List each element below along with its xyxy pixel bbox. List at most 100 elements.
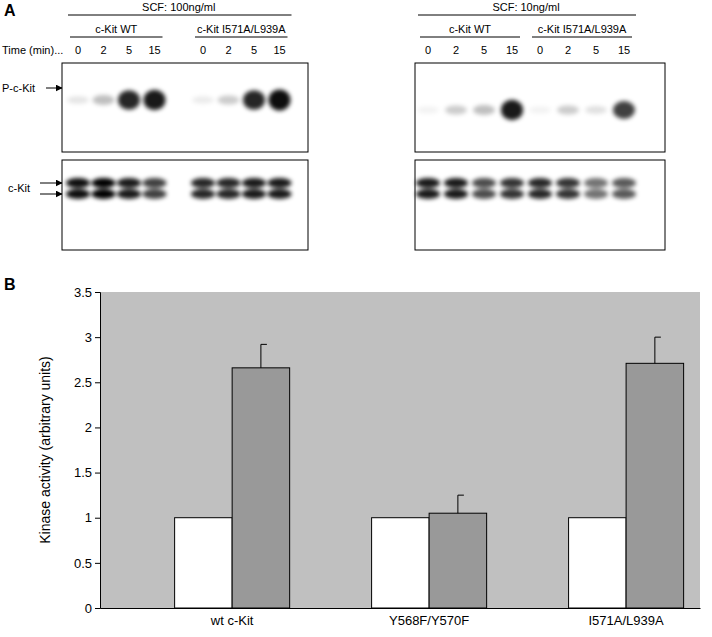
- y-tick-label: 2: [85, 420, 92, 435]
- p-kit-band: [218, 95, 240, 104]
- lane-label: 5: [251, 44, 257, 56]
- bars: [175, 337, 684, 608]
- y-tick: 1.5: [74, 465, 100, 480]
- kit-band: [66, 178, 90, 188]
- p-kit-band: [417, 107, 439, 114]
- error-bar: [655, 337, 661, 363]
- p-kit-label: P-c-Kit: [2, 82, 35, 94]
- y-tick-mark: [95, 473, 100, 474]
- bracket: [195, 37, 288, 38]
- lane-label: 5: [126, 44, 132, 56]
- kit-band: [66, 189, 90, 199]
- panel-b: B 0 0.5 1 1.5 2 2.5 3 3.5 wt c-KitY568F/Y570FI571…: [4, 276, 701, 628]
- kit-band: [416, 189, 440, 199]
- lane-label: 0: [75, 44, 81, 56]
- kit-band: [268, 189, 292, 199]
- lane-label: 15: [148, 44, 160, 56]
- lane-label: 5: [593, 44, 599, 56]
- bracket: [420, 37, 520, 38]
- kit-band: [191, 178, 215, 188]
- kit-band: [268, 178, 292, 188]
- p-kit-band: [67, 96, 89, 104]
- kit-band: [472, 178, 496, 188]
- x-tick-label: wt c-Kit: [210, 613, 254, 628]
- kit-label: c-Kit: [8, 182, 30, 194]
- y-tick-label: 0: [85, 601, 92, 616]
- error-cap: [655, 337, 661, 338]
- p-kit-band: [557, 105, 579, 114]
- kit-band: [92, 178, 116, 188]
- p-kit-band: [93, 95, 115, 105]
- error-cap: [458, 495, 464, 496]
- x-tick-label: I571A/L939A: [589, 613, 665, 628]
- y-axis-title: Kinase activity (arbitrary units): [37, 356, 53, 544]
- bands: [66, 89, 292, 199]
- panel-a: ATime (min)...P-c-Kitc-KitSCF: 100ng/mlc…: [2, 1, 665, 250]
- bar: [372, 518, 430, 608]
- panel-label: A: [4, 2, 16, 19]
- group-label: c-Kit WT: [95, 23, 137, 35]
- bracket: [532, 37, 632, 38]
- p-kit-band: [585, 106, 607, 114]
- y-tick-mark: [95, 608, 100, 609]
- kit-band: [556, 189, 580, 199]
- y-tick-mark: [95, 337, 100, 338]
- y-tick-label: 3: [85, 330, 92, 345]
- kit-band: [242, 178, 266, 188]
- x-axis: wt c-KitY568F/Y570FI571A/L939A: [101, 608, 701, 628]
- figure: ATime (min)...P-c-Kitc-KitSCF: 100ng/mlc…: [0, 0, 712, 637]
- kit-band: [191, 189, 215, 199]
- p-kit-band: [243, 90, 265, 110]
- error-cap: [261, 344, 267, 345]
- y-tick-label: 2.5: [74, 375, 92, 390]
- time-label: Time (min)...: [2, 44, 63, 56]
- lane-label: 15: [273, 44, 285, 56]
- kit-band: [500, 189, 524, 199]
- kit-band: [612, 178, 636, 188]
- scf-label: SCF: 10ng/ml: [492, 1, 559, 13]
- blot-frame: [415, 63, 665, 152]
- kit-band: [242, 189, 266, 199]
- bar: [175, 518, 233, 608]
- x-tick: wt c-Kit: [210, 608, 254, 628]
- kit-band: [117, 178, 141, 188]
- y-tick-mark: [95, 292, 100, 293]
- error-bar: [458, 495, 464, 513]
- y-tick: 3.5: [74, 285, 100, 300]
- lane-label: 2: [100, 44, 106, 56]
- p-kit-band: [269, 89, 291, 110]
- error-bar: [261, 344, 267, 367]
- bracket: [68, 15, 292, 16]
- p-kit-band: [118, 90, 140, 110]
- lane-label: 15: [506, 44, 518, 56]
- blot-frame: [62, 63, 308, 152]
- bracket: [70, 37, 163, 38]
- group-label: c-Kit I571A/L939A: [538, 23, 627, 35]
- kit-band: [584, 178, 608, 188]
- x-tick: I571A/L939A: [589, 608, 665, 628]
- p-kit-band: [192, 96, 214, 103]
- y-tick-label: 1: [85, 510, 92, 525]
- lane-label: 0: [537, 44, 543, 56]
- lane-label: 2: [453, 44, 459, 56]
- error-line: [260, 344, 261, 367]
- bar: [569, 518, 627, 608]
- arrow: [40, 194, 62, 195]
- y-tick: 0: [85, 601, 100, 616]
- y-tick: 0.5: [74, 556, 100, 571]
- lane-label: 5: [481, 44, 487, 56]
- error-line: [457, 495, 458, 513]
- blot-frame: [415, 160, 665, 250]
- y-tick: 2.5: [74, 375, 100, 390]
- y-tick: 1: [85, 510, 100, 525]
- y-tick: 3: [85, 330, 100, 345]
- p-kit-band: [473, 105, 495, 115]
- arrow: [46, 88, 62, 89]
- p-kit-band: [144, 90, 166, 110]
- bar: [429, 513, 487, 608]
- arrow: [40, 183, 62, 184]
- y-tick-mark: [95, 563, 100, 564]
- x-axis-line: [101, 608, 701, 609]
- lane-label: 2: [225, 44, 231, 56]
- panel-label: B: [4, 276, 16, 293]
